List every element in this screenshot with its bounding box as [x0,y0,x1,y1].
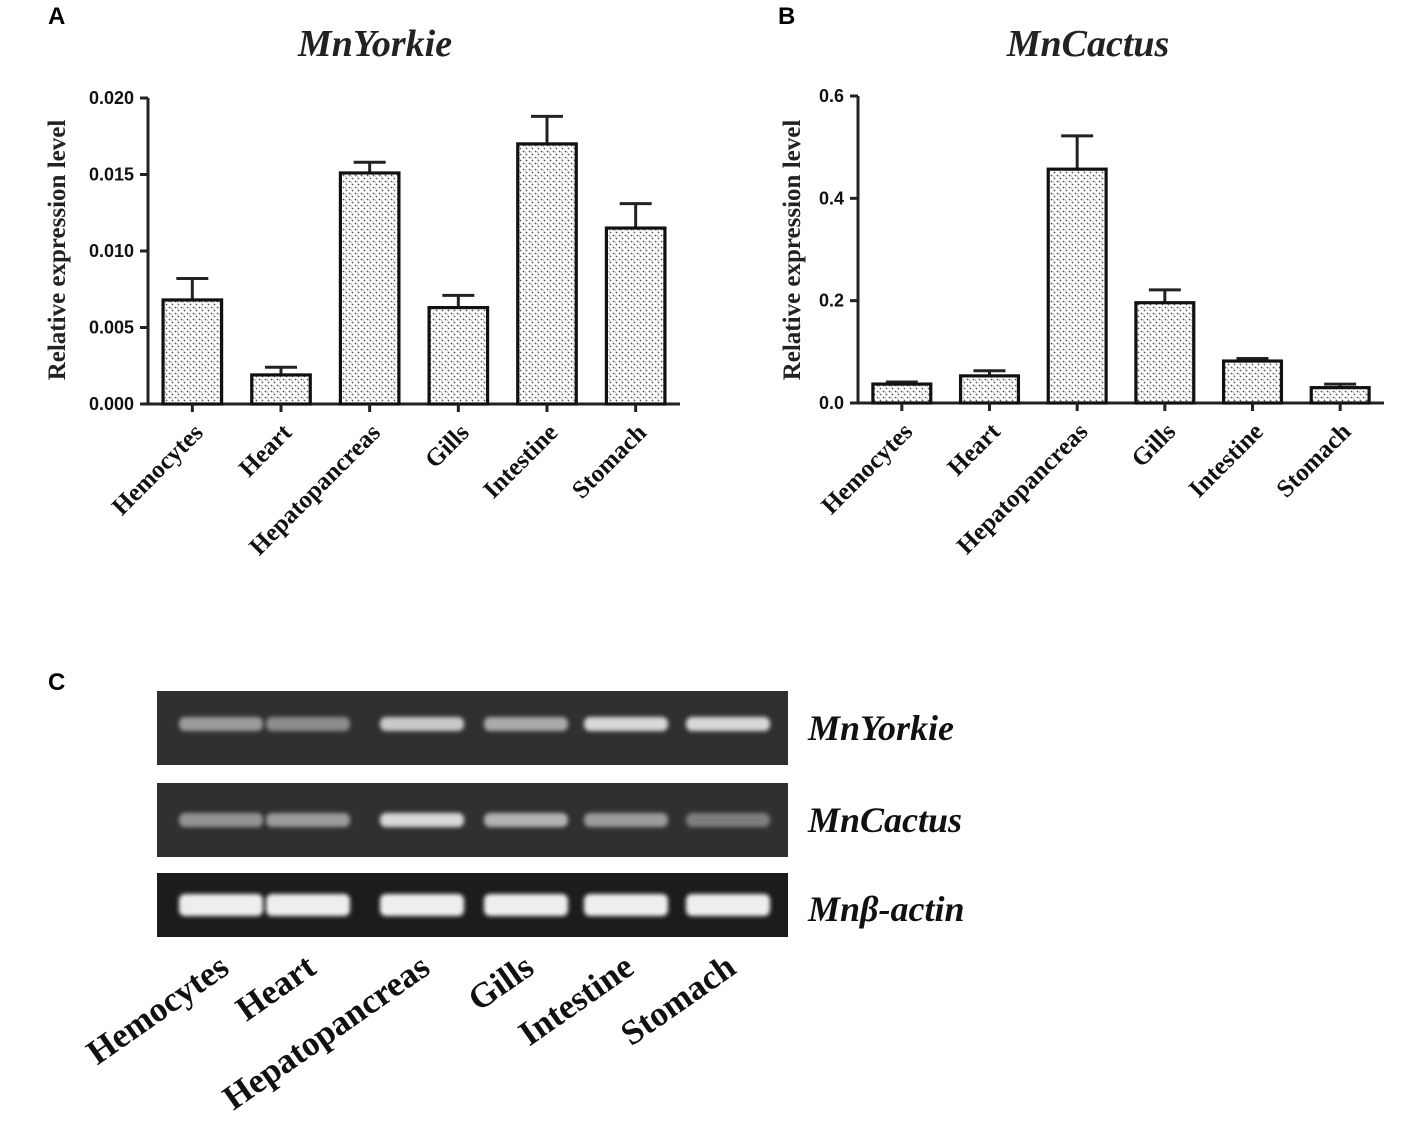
gel-band [484,813,568,827]
chart-mnyorkie: MnYorkie Relative expression level 0.000… [44,23,680,561]
chart-a-title: MnYorkie [297,23,452,65]
panel-a-letter: A [48,3,65,30]
x-tick-label: Heart [942,418,1006,482]
gel-band [179,894,263,916]
chart-b-ylabel: Relative expression level [779,120,806,381]
x-tick-label: Heart [234,419,298,483]
y-tick-label: 0.000 [89,394,134,414]
bar [1309,386,1371,405]
chart-b-title: MnCactus [1006,23,1170,65]
gel-lane-label: Hemocytes [79,947,235,1073]
gel-band [484,717,568,731]
y-tick-label: 0.020 [89,88,134,108]
y-tick-label: 0.6 [819,86,844,106]
gel-lane-label: Hepatopancreas [216,947,437,1118]
gel-image: MnYorkie MnCactus Mnβ-actin HemocytesHeartH… [79,691,964,1118]
bar [604,226,667,406]
x-tick-label: Hemocytes [107,419,209,521]
chart-a-ylabel: Relative expression level [44,120,71,381]
gel-band [266,894,350,916]
gel-band [380,717,464,731]
bar [871,382,933,405]
gel-band [179,813,263,827]
bar [161,298,224,406]
gel-lane-label: Gills [461,947,541,1019]
y-tick-label: 0.0 [819,393,844,413]
y-tick-label: 0.010 [89,241,134,261]
gel-band [266,813,350,827]
x-tick-label: Stomach [567,419,652,504]
bar [1134,301,1196,405]
bar [338,171,401,406]
chart-mncactus: MnCactus Relative expression level 0.0 0.… [779,23,1384,560]
gel-gene-label: MnCactus [807,800,962,840]
gel-band [179,717,263,731]
x-tick-label: Hemocytes [817,418,919,520]
gel-gene-label: Mnβ-actin [807,889,964,929]
x-tick-label: Stomach [1272,418,1357,503]
x-tick-label: Intestine [478,419,563,504]
gel-band [686,813,770,827]
gel-band [584,894,668,916]
gel-band [584,717,668,731]
gel-lane-label: Stomach [613,947,742,1054]
panel-b-letter: B [778,3,795,30]
x-tick-label: Intestine [1184,418,1269,503]
y-tick-label: 0.015 [89,165,134,185]
gel-lane-label: Heart [229,946,323,1028]
gel-gene-label: MnYorkie [807,708,954,748]
x-tick-label: Gills [1127,418,1182,473]
bar [1221,359,1284,405]
gel-band [686,894,770,916]
y-tick-label: 0.005 [89,318,134,338]
gel-band [584,813,668,827]
bar [958,374,1021,405]
panel-c-letter: C [48,669,65,696]
gel-band [266,717,350,731]
gel-band [484,894,568,916]
x-tick-label: Gills [420,419,475,474]
gel-lane-label: Intestine [511,947,640,1054]
gel-band [686,717,770,731]
bar [516,142,578,406]
gel-band [380,813,464,827]
bar [427,306,490,406]
y-tick-label: 0.2 [819,291,844,311]
gel-band [380,894,464,916]
y-tick-label: 0.4 [819,188,844,208]
bar [250,373,312,406]
bar [1046,167,1108,405]
